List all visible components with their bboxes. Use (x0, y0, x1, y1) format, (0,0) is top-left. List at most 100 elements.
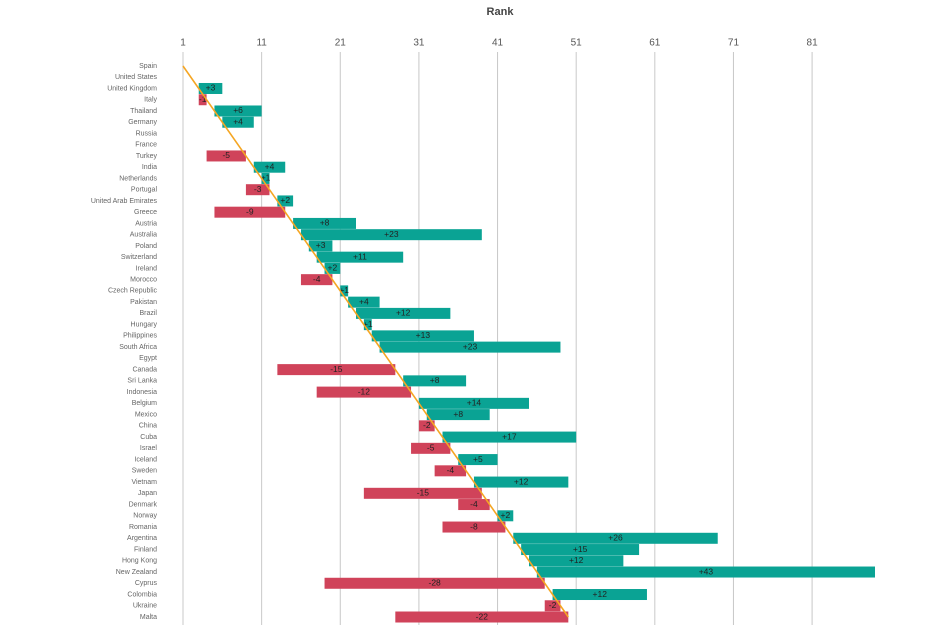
category-label: Vietnam (131, 479, 157, 486)
bar (214, 105, 262, 117)
value-label: +13 (416, 330, 431, 340)
bar (521, 544, 640, 556)
category-label: Colombia (127, 591, 157, 598)
value-label: +2 (501, 510, 511, 520)
category-label: Argentina (127, 535, 157, 542)
category-label: Hong Kong (122, 558, 157, 565)
category-label: Norway (133, 513, 157, 520)
bar (434, 465, 467, 477)
category-label: Czech Republic (108, 288, 158, 295)
category-label: China (139, 423, 157, 430)
category-label: Sri Lanka (127, 378, 157, 385)
category-label: Australia (130, 232, 157, 239)
category-label: Thailand (130, 108, 157, 115)
category-label: France (135, 142, 157, 149)
value-label: +2 (280, 195, 290, 205)
value-label: -4 (470, 499, 478, 509)
bar (293, 217, 356, 229)
bar (536, 566, 875, 578)
bar (395, 611, 569, 623)
value-label: -4 (313, 274, 321, 284)
bar (356, 307, 451, 319)
category-label: Switzerland (121, 254, 157, 261)
bar (340, 285, 349, 297)
bar (371, 330, 474, 342)
value-label: +11 (353, 251, 367, 261)
value-label: -5 (222, 150, 230, 160)
category-label: New Zealand (116, 569, 157, 576)
category-label: Cyprus (135, 580, 158, 587)
value-label: +14 (467, 398, 482, 408)
chart-title: Rank (487, 6, 515, 18)
category-label: Spain (139, 63, 157, 70)
value-label: +2 (328, 263, 338, 273)
category-label: Philippines (123, 333, 157, 340)
category-label: Egypt (139, 355, 157, 362)
category-label: Ireland (136, 265, 158, 272)
bar (458, 499, 490, 511)
value-label: +4 (233, 116, 243, 126)
value-label: +23 (463, 341, 478, 351)
bar (442, 521, 506, 533)
category-label: Indonesia (127, 389, 157, 396)
x-tick-label: 81 (807, 38, 819, 49)
value-label: +1 (363, 319, 373, 329)
x-tick-label: 41 (492, 38, 504, 49)
bar (198, 82, 223, 94)
bar (324, 262, 341, 274)
bar (324, 577, 545, 589)
bar (300, 274, 333, 286)
value-label: -4 (447, 465, 455, 475)
bar (418, 397, 529, 409)
bar (308, 240, 333, 252)
bar (458, 454, 498, 466)
value-label: -12 (358, 386, 371, 396)
bar (222, 116, 254, 128)
bar (418, 420, 435, 432)
value-label: -3 (254, 184, 262, 194)
bar (253, 161, 286, 173)
value-label: +1 (339, 285, 349, 295)
category-label: United Kingdom (107, 85, 157, 92)
bar (277, 364, 396, 376)
bar (473, 476, 569, 488)
category-label: United States (115, 74, 158, 81)
bar (261, 172, 270, 184)
bar (198, 94, 207, 106)
value-label: +8 (320, 218, 330, 228)
category-label: Sweden (132, 468, 157, 475)
category-label: South Africa (119, 344, 157, 351)
category-label: Austria (135, 220, 157, 227)
bar (379, 341, 561, 353)
bar (442, 431, 577, 443)
value-label: -22 (476, 611, 489, 621)
category-label: Turkey (136, 153, 158, 160)
value-label: -9 (246, 206, 254, 216)
value-label: +8 (430, 375, 440, 385)
value-label: +4 (359, 296, 369, 306)
category-label: Canada (132, 366, 157, 373)
category-label: Denmark (129, 501, 158, 508)
category-label: United Arab Emirates (91, 198, 158, 205)
category-label: India (142, 164, 157, 171)
bar (426, 409, 490, 421)
value-label: -1 (199, 94, 207, 104)
category-label: Ukraine (133, 603, 157, 610)
value-label: +3 (316, 240, 326, 250)
category-label: Portugal (131, 187, 158, 194)
value-label: -15 (330, 364, 343, 374)
x-tick-label: 51 (571, 38, 583, 49)
category-label: Belgium (132, 400, 157, 407)
value-label: +6 (233, 105, 243, 115)
bar (245, 184, 270, 196)
category-label: Romania (129, 524, 157, 531)
category-label: Malta (140, 614, 157, 621)
bar (277, 195, 294, 207)
x-tick-label: 1 (180, 38, 186, 49)
bar (529, 555, 624, 567)
x-tick-label: 11 (256, 38, 267, 49)
bar (363, 319, 372, 331)
category-label: Greece (134, 209, 157, 216)
category-label: Netherlands (119, 175, 157, 182)
